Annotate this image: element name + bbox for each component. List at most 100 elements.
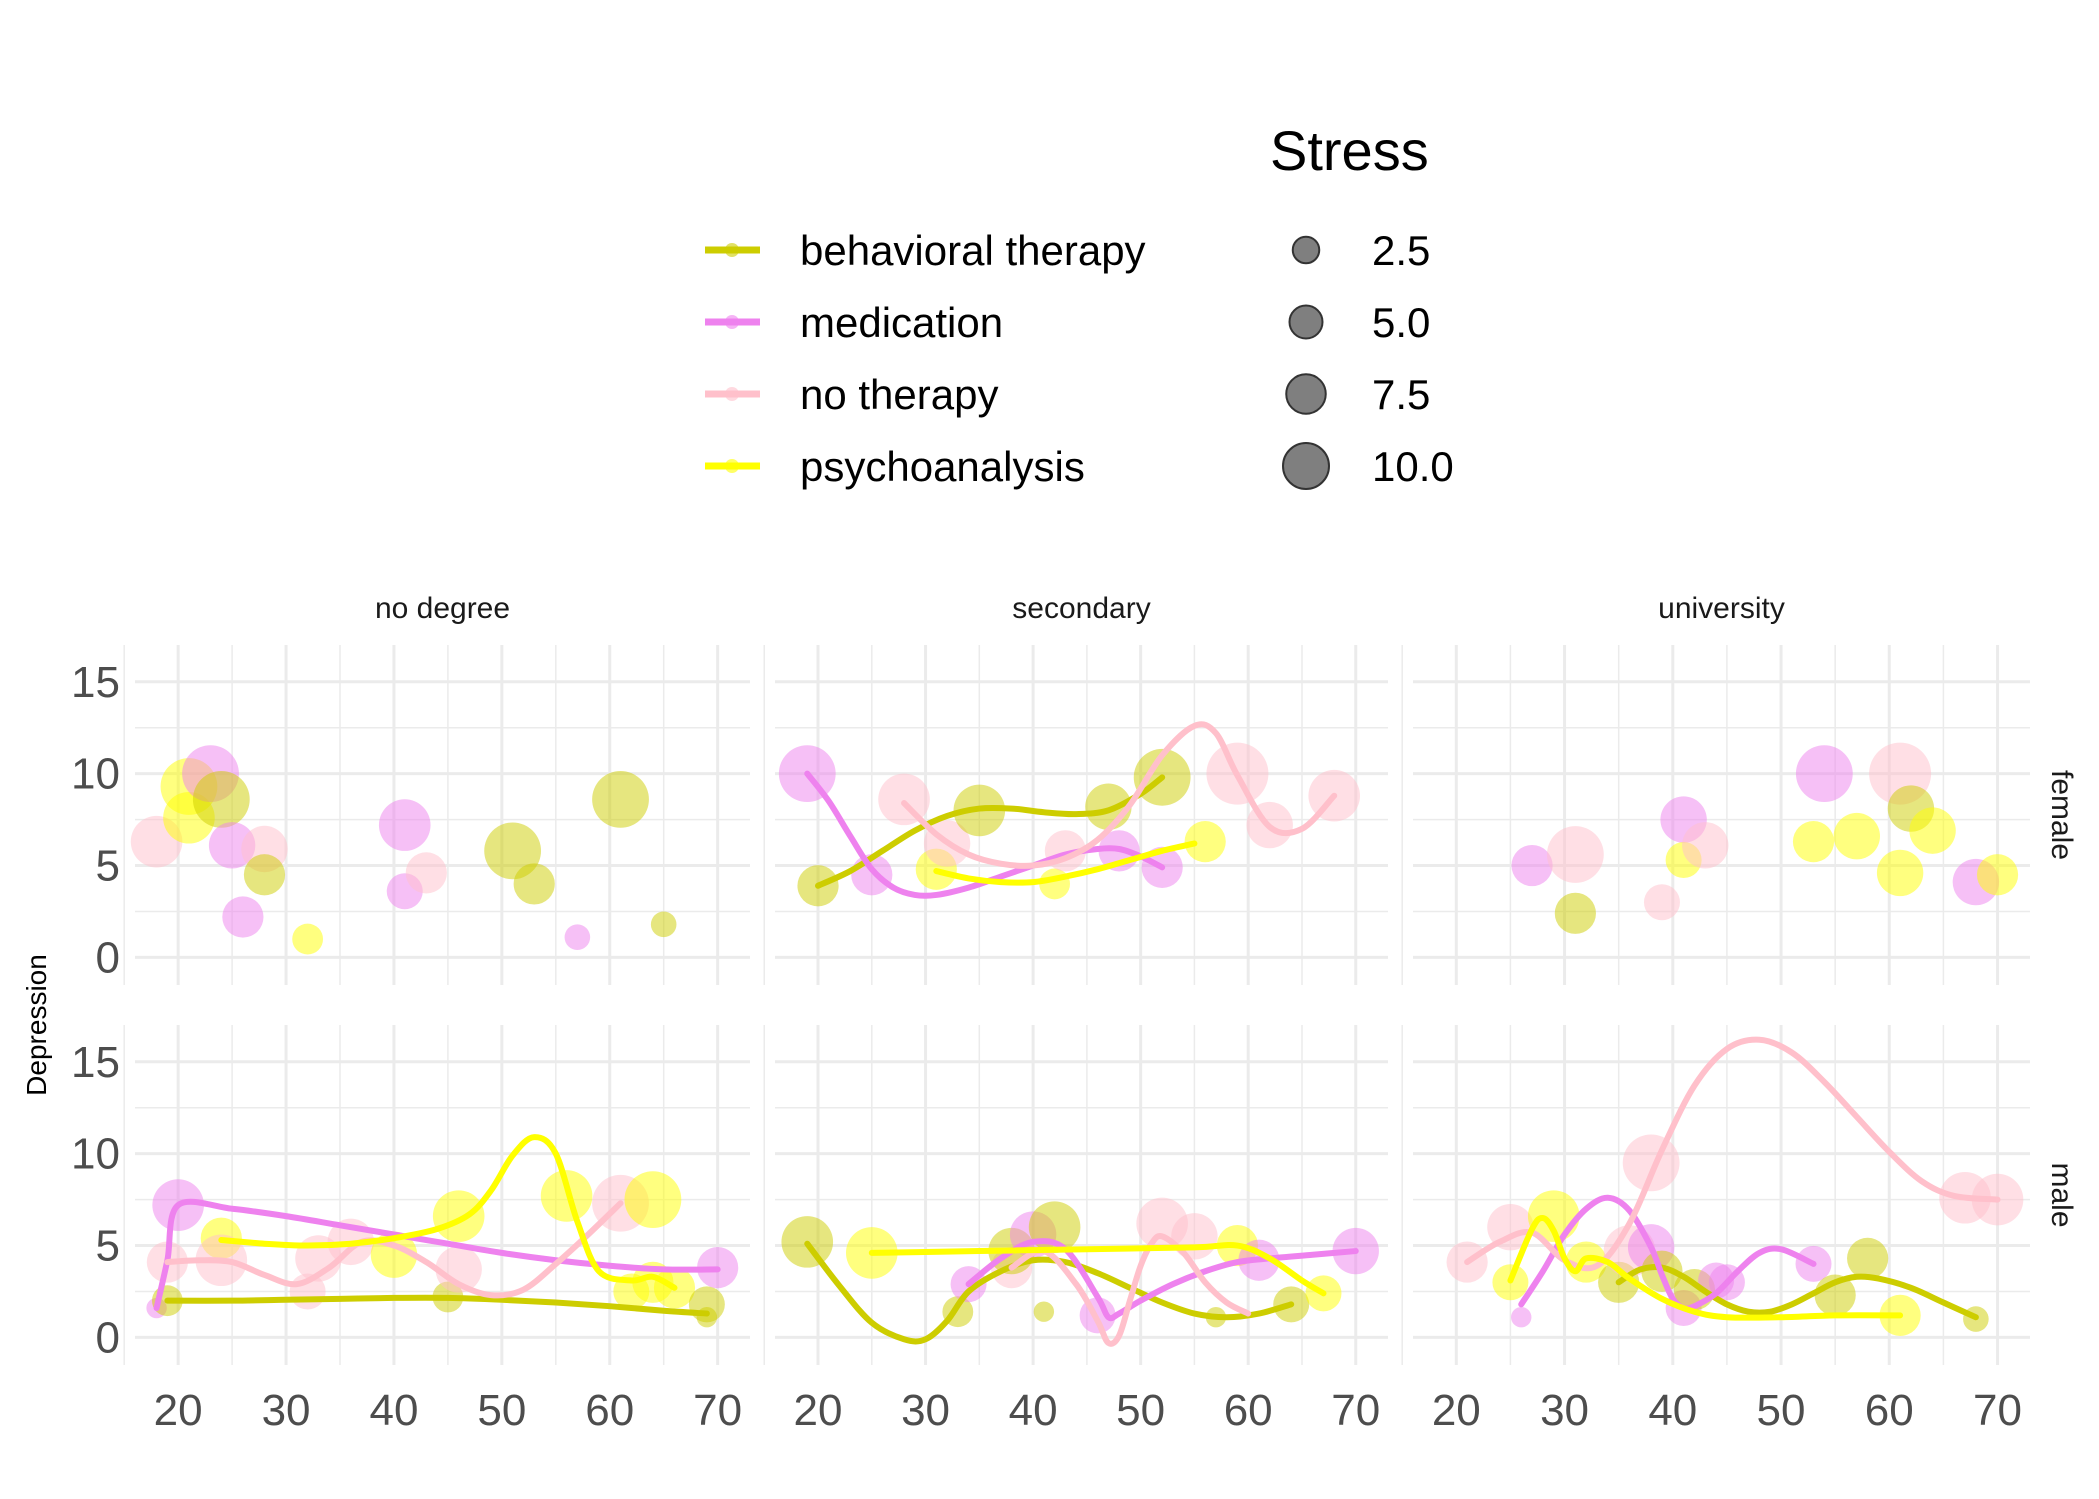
point-behavioral-therapy	[1085, 783, 1132, 830]
x-tick-label: 50	[477, 1386, 526, 1435]
x-tick-label: 40	[1009, 1386, 1058, 1435]
x-tick-label: 40	[369, 1386, 418, 1435]
point-behavioral-therapy	[1847, 1237, 1889, 1280]
size-legend-label: 5.0	[1372, 299, 1430, 346]
point-behavioral-therapy	[1554, 892, 1596, 934]
point-psychoanalysis	[1184, 821, 1226, 863]
smooth-line-medication	[1518, 1194, 1817, 1312]
smooth-line-behavioral-therapy	[815, 774, 1166, 889]
x-tick-label: 70	[1973, 1386, 2022, 1435]
x-tick-label: 30	[1540, 1386, 1589, 1435]
point-behavioral-therapy	[592, 770, 649, 828]
x-tick-label: 60	[1865, 1386, 1914, 1435]
smooth-line-psychoanalysis	[868, 1241, 1327, 1297]
facet-strip-male: male	[2045, 1162, 2078, 1227]
smooth-line-behavioral-therapy	[1615, 1263, 1979, 1321]
smooth-line-medication	[153, 1198, 721, 1312]
axes: 0 0 5 5 10 10 15 15 20 20 20 30 30 30 40 40 40 50 50 50 60 60…	[71, 658, 2022, 1435]
point-no-therapy	[1546, 826, 1604, 883]
point-no-therapy	[1171, 1213, 1218, 1260]
point-psychoanalysis	[1833, 812, 1881, 860]
point-psychoanalysis	[1976, 854, 2019, 896]
facet-strip-university: university	[1658, 592, 1785, 625]
panel-university-female	[1511, 742, 2019, 934]
size-legend-label: 2.5	[1372, 227, 1430, 274]
x-tick-label: 70	[693, 1386, 742, 1435]
size-legend-key	[1288, 304, 1324, 340]
legend: behavioral therapy medication no therapy ps…	[705, 119, 1454, 490]
smooth-line-behavioral-therapy	[164, 1294, 710, 1317]
legend-label-medication: medication	[800, 299, 1003, 346]
point-no-therapy	[1643, 884, 1680, 921]
smooth-line-psychoanalysis	[1507, 1214, 1904, 1321]
x-tick-label: 20	[794, 1386, 843, 1435]
panel-secondary-male	[781, 1197, 1379, 1347]
point-no-therapy	[1682, 822, 1729, 869]
smooth-line-psychoanalysis	[218, 1134, 678, 1291]
point-psychoanalysis	[1792, 821, 1835, 863]
point-medication	[1511, 1307, 1532, 1328]
point-psychoanalysis	[1039, 868, 1071, 900]
x-tick-label: 50	[1757, 1386, 1806, 1435]
smooth-line-no-therapy	[1464, 1036, 2001, 1272]
legend-label-no-therapy: no therapy	[800, 371, 998, 418]
point-psychoanalysis	[432, 1190, 485, 1242]
point-behavioral-therapy	[1033, 1301, 1055, 1322]
point-psychoanalysis	[624, 1171, 682, 1228]
facet-strip-secondary: secondary	[1012, 592, 1150, 625]
point-medication	[222, 896, 264, 938]
smooth-line-no-therapy	[164, 1200, 624, 1299]
point-medication	[564, 924, 591, 951]
legend-key-point-no-therapy	[725, 387, 739, 401]
x-tick-label: 20	[1432, 1386, 1481, 1435]
x-tick-label: 30	[262, 1386, 311, 1435]
x-tick-label: 50	[1116, 1386, 1165, 1435]
legend-label-behavioral-therapy: behavioral therapy	[800, 227, 1146, 274]
x-tick-label: 60	[1224, 1386, 1273, 1435]
x-tick-label: 20	[154, 1386, 203, 1435]
y-tick-label: 5	[96, 1222, 120, 1271]
panel-no-degree-female	[130, 745, 677, 955]
legend-key-point-psychoanalysis	[725, 459, 739, 473]
point-behavioral-therapy	[513, 863, 555, 905]
size-legend-key	[1291, 235, 1321, 265]
y-tick-label: 15	[71, 1038, 120, 1087]
size-legend-key	[1285, 373, 1327, 415]
legend-key-point-medication	[725, 315, 739, 329]
point-psychoanalysis	[1876, 849, 1924, 897]
x-tick-label: 60	[585, 1386, 634, 1435]
y-axis-label: Depression	[21, 954, 52, 1096]
panel-no-degree-male	[146, 1134, 739, 1328]
facet-strips: no degree secondary university female male	[375, 592, 2078, 1228]
point-psychoanalysis	[1909, 807, 1956, 854]
y-tick-label: 10	[71, 1130, 120, 1179]
point-no-therapy	[405, 852, 447, 894]
point-no-therapy	[435, 1246, 482, 1293]
legend-label-psychoanalysis: psychoanalysis	[800, 443, 1085, 490]
point-behavioral-therapy	[192, 770, 250, 828]
smooth-line-no-therapy	[1008, 1233, 1252, 1347]
y-tick-label: 0	[96, 1313, 120, 1362]
y-tick-label: 10	[71, 750, 120, 799]
y-tick-label: 15	[71, 658, 120, 707]
size-legend-key	[1282, 442, 1330, 490]
x-tick-label: 30	[901, 1386, 950, 1435]
point-behavioral-therapy	[650, 911, 677, 938]
smooth-line-behavioral-therapy	[804, 1240, 1295, 1345]
smooth-line-medication	[804, 770, 1166, 899]
facet-strip-female: female	[2045, 770, 2078, 860]
facet-strip-no-degree: no degree	[375, 592, 510, 625]
point-behavioral-therapy	[243, 854, 286, 896]
size-legend-title: Stress	[1270, 119, 1429, 182]
smooth-line-no-therapy	[901, 721, 1338, 869]
point-medication	[1795, 745, 1853, 803]
x-tick-label: 40	[1648, 1386, 1697, 1435]
facet-panels	[123, 645, 2030, 1365]
point-medication	[378, 799, 431, 851]
panel-secondary-female	[778, 721, 1361, 907]
point-psychoanalysis	[292, 923, 324, 955]
point-behavioral-therapy	[696, 1307, 718, 1328]
panel-university-male	[1446, 1036, 2024, 1336]
y-tick-label: 5	[96, 842, 120, 891]
